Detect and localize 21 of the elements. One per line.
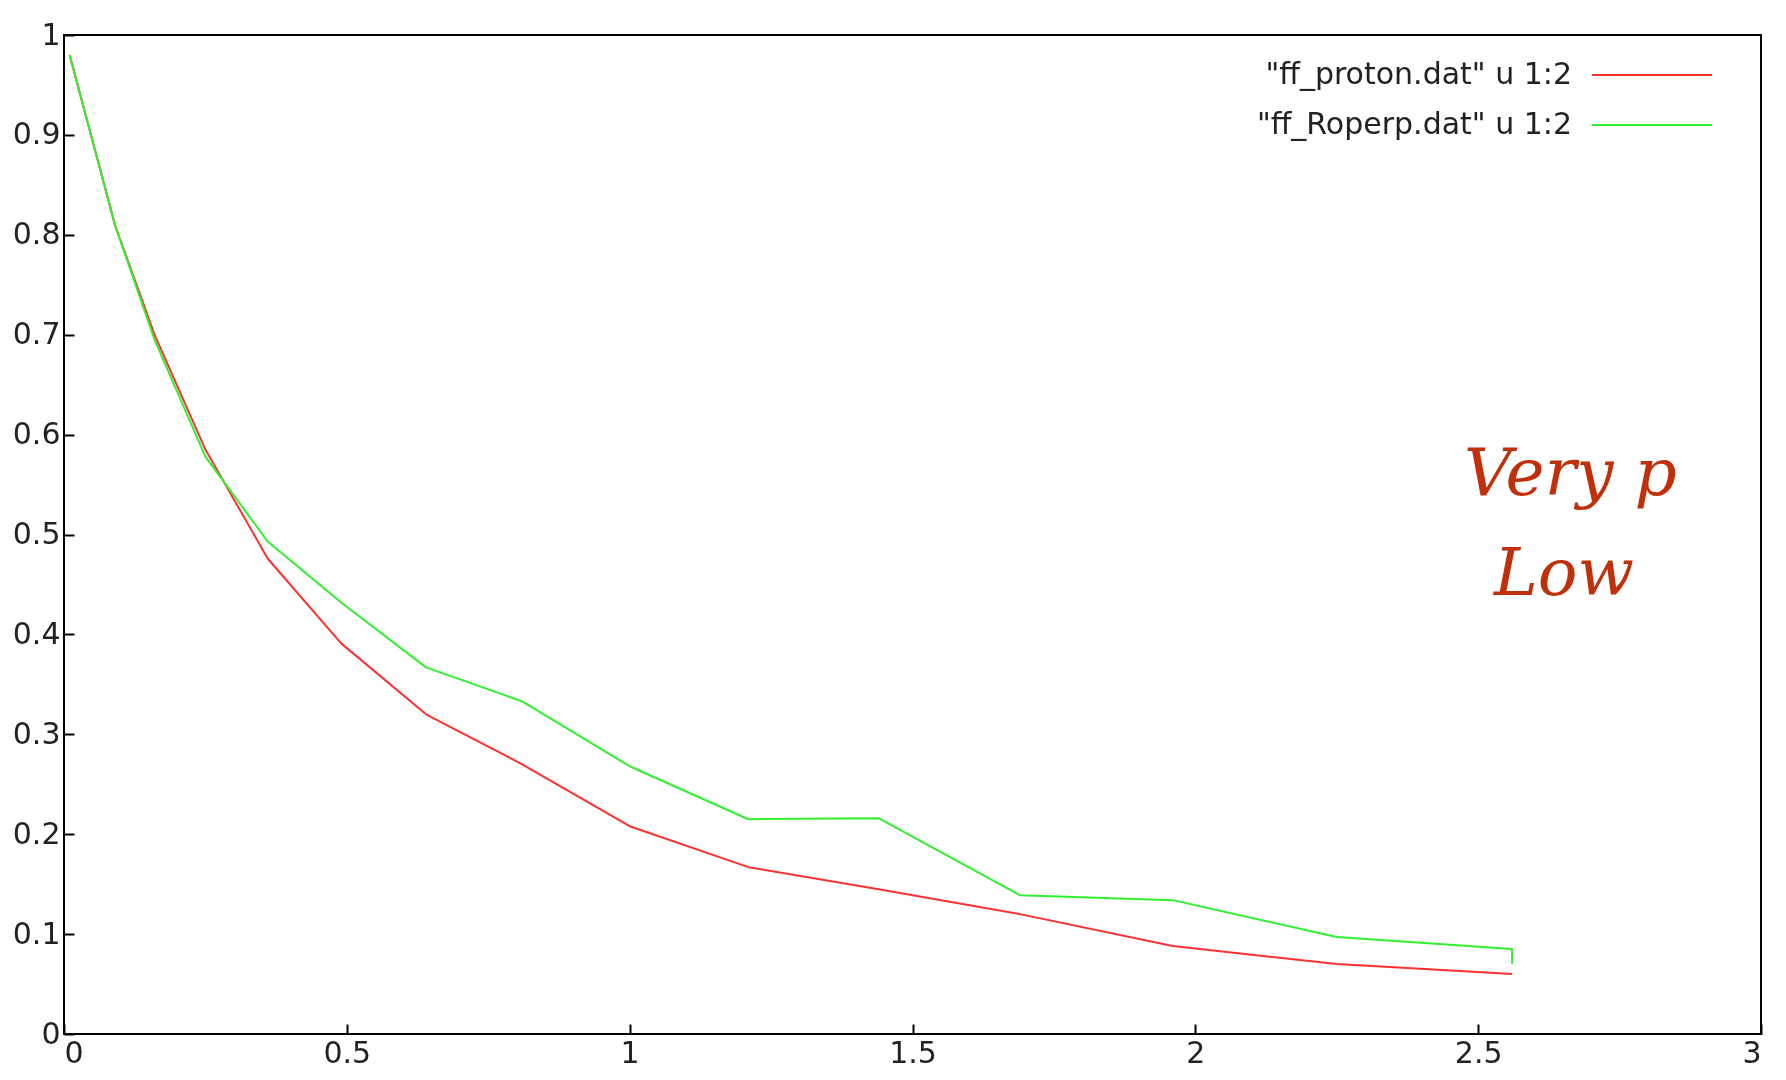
- y-tick-label: 0.2: [12, 815, 61, 851]
- y-tick-label: 0.3: [12, 715, 61, 751]
- y-tick-label: 1: [41, 16, 61, 52]
- x-tick-label: 0: [64, 1034, 84, 1070]
- x-tick-label: 1: [620, 1034, 640, 1070]
- x-tick-label: 3: [1742, 1034, 1762, 1070]
- annotation: Very p: [1464, 434, 1677, 511]
- x-tick-label: 2: [1186, 1034, 1206, 1070]
- y-tick-label: 0.4: [12, 615, 61, 651]
- x-tick-label: 0.5: [323, 1034, 372, 1070]
- y-tick-label: 0.1: [12, 915, 61, 951]
- y-tick-label: 0.9: [12, 116, 61, 152]
- legend-label: "ff_proton.dat" u 1:2: [1265, 56, 1572, 91]
- annotation: Low: [1493, 534, 1635, 611]
- y-tick-label: 0.6: [12, 416, 61, 452]
- y-tick-label: 0.5: [12, 516, 61, 551]
- y-tick-label: 0.8: [12, 216, 61, 252]
- x-tick-label: 2.5: [1454, 1034, 1503, 1070]
- legend-label: "ff_Roperp.dat" u 1:2: [1256, 106, 1572, 141]
- x-tick-label: 1.5: [889, 1034, 937, 1070]
- y-tick-label: 0.7: [12, 316, 61, 352]
